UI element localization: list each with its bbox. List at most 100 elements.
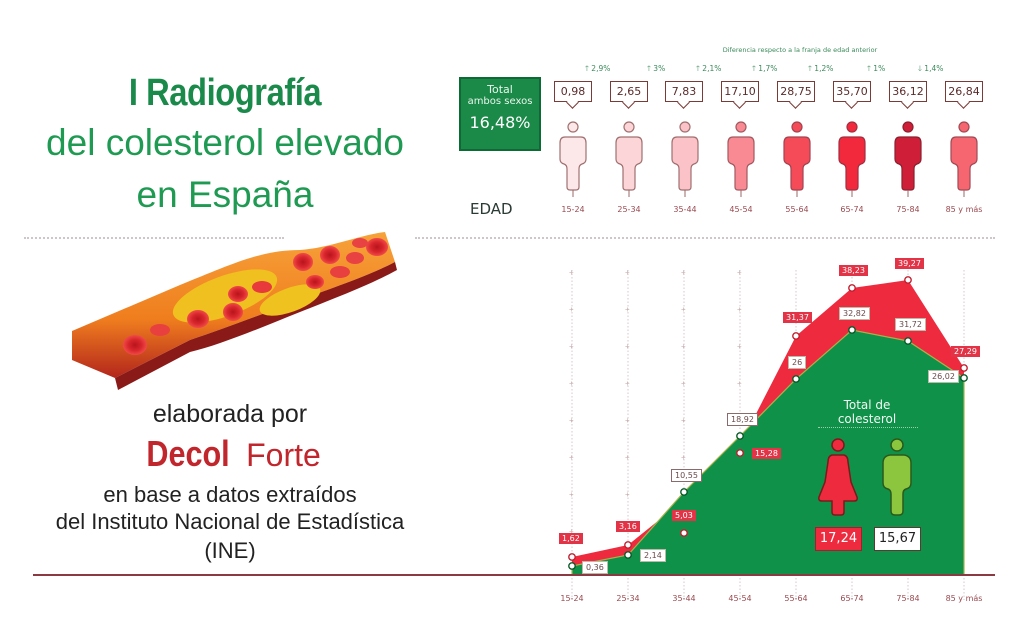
credit-line-3: en base a datos extraídos: [103, 482, 357, 507]
svg-text:+: +: [737, 342, 742, 351]
x-axis-label: 75-84: [896, 594, 920, 603]
credit-line-1: elaborada por: [152, 400, 308, 428]
women-label: 3,16: [616, 521, 640, 532]
age-label-top: 55-64: [785, 205, 809, 214]
age-label-top: 45-54: [729, 205, 753, 214]
age-value-box: 35,70: [833, 81, 871, 102]
difference-title: Diferencia respecto a la franja de edad …: [722, 46, 878, 54]
divider-right: [415, 237, 995, 239]
svg-text:+: +: [569, 268, 574, 277]
age-value-box: 7,83: [665, 81, 703, 102]
svg-text:+: +: [681, 305, 686, 314]
sex-totals-title: Total de colesterol: [837, 398, 897, 426]
x-axis-label: 85 y más: [945, 594, 983, 603]
men-label: 0,36: [582, 561, 608, 574]
men-label: 2,14: [640, 549, 666, 562]
svg-text:+: +: [569, 490, 574, 499]
women-label: 31,37: [783, 312, 812, 323]
age-value-box: 17,10: [721, 81, 759, 102]
title-line-2: del colesterol elevado: [46, 122, 404, 163]
diff-item: 🡑 1,2%: [808, 64, 834, 73]
svg-text:+: +: [625, 305, 630, 314]
title-line-3: en España: [136, 174, 314, 215]
men-label: 10,55: [671, 469, 702, 482]
women-label: 39,27: [895, 258, 924, 269]
women-label: 27,29: [951, 346, 980, 357]
svg-text:+: +: [737, 379, 742, 388]
svg-text:+: +: [625, 416, 630, 425]
brand-light: Forte: [237, 437, 321, 473]
women-label: 5,03: [672, 510, 696, 521]
man-icon: [882, 438, 912, 516]
arrow-up-icon: 🡑: [752, 64, 756, 73]
diff-item: 🡑 1%: [867, 64, 886, 73]
svg-text:+: +: [569, 453, 574, 462]
svg-text:+: +: [569, 342, 574, 351]
women-points: [568, 276, 968, 561]
arrow-up-icon: 🡑: [647, 64, 651, 73]
artery-illustration: [72, 232, 397, 390]
age-value-box: 2,65: [610, 81, 648, 102]
age-label-top: 65-74: [840, 205, 864, 214]
age-label-top: 75-84: [896, 205, 920, 214]
arrow-up-icon: 🡑: [696, 64, 700, 73]
age-value-box: 28,75: [777, 81, 815, 102]
svg-text:+: +: [681, 453, 686, 462]
arrow-up-icon: 🡑: [867, 64, 871, 73]
x-axis-label: 45-54: [728, 594, 752, 603]
men-label: 18,92: [727, 413, 758, 426]
age-label-top: 15-24: [561, 205, 585, 214]
x-axis-label: 25-34: [616, 594, 640, 603]
men-label: 26,02: [928, 370, 959, 383]
x-axis-label: 35-44: [672, 594, 696, 603]
total-value: 16,48%: [469, 113, 531, 132]
svg-text:+: +: [569, 305, 574, 314]
age-label-top: 85 y más: [945, 205, 983, 214]
age-value-box: 26,84: [945, 81, 983, 102]
grid-ticks: ++++ ++++ ++++ ++++ ++++ +++ ++ +: [569, 268, 742, 536]
age-label-top: 25-34: [617, 205, 641, 214]
diff-item: 🡑 2,1%: [696, 64, 722, 73]
arrow-up-icon: 🡑: [585, 64, 589, 73]
total-label: Total: [487, 83, 513, 96]
sex-totals-divider: [818, 427, 918, 428]
men-points: [568, 326, 968, 570]
women-label: 1,62: [559, 533, 583, 544]
svg-text:+: +: [625, 490, 630, 499]
total-sublabel: ambos sexos: [467, 96, 533, 107]
plaque-shape: [172, 269, 278, 323]
age-label: EDAD: [470, 200, 513, 218]
svg-text:+: +: [681, 416, 686, 425]
arrow-down-icon: 🡓: [918, 64, 922, 73]
men-label: 31,72: [895, 318, 926, 331]
women-total-box: 17,24: [815, 527, 862, 551]
brand-bold: Decol: [146, 433, 230, 474]
credit-line-4: del Instituto Nacional de Estadística: [55, 509, 405, 534]
women-label: 15,28: [752, 448, 781, 459]
svg-text:+: +: [681, 268, 686, 277]
diff-item: 🡑 2,9%: [585, 64, 611, 73]
diff-item: 🡑 3%: [647, 64, 666, 73]
total-both-sexes-box: Total ambos sexos 16,48%: [459, 77, 541, 151]
age-value-box: 0,98: [554, 81, 592, 102]
credit-line-5: (INE): [204, 538, 256, 563]
divider-left: [24, 237, 284, 239]
svg-text:+: +: [737, 305, 742, 314]
svg-text:+: +: [737, 268, 742, 277]
svg-text:+: +: [681, 379, 686, 388]
chart-baseline: [33, 574, 995, 576]
men-label: 26: [788, 356, 807, 369]
svg-text:+: +: [569, 379, 574, 388]
diff-item: 🡑 1,7%: [752, 64, 778, 73]
women-label: 38,23: [839, 265, 868, 276]
title-line-1: I Radiografía: [128, 72, 322, 114]
age-label-top: 35-44: [673, 205, 697, 214]
svg-text:+: +: [569, 416, 574, 425]
svg-text:+: +: [625, 379, 630, 388]
men-total-box: 15,67: [874, 527, 921, 551]
diff-item: 🡓 1,4%: [918, 64, 944, 73]
age-value-box: 36,12: [889, 81, 927, 102]
svg-text:+: +: [569, 527, 574, 536]
svg-text:+: +: [625, 342, 630, 351]
